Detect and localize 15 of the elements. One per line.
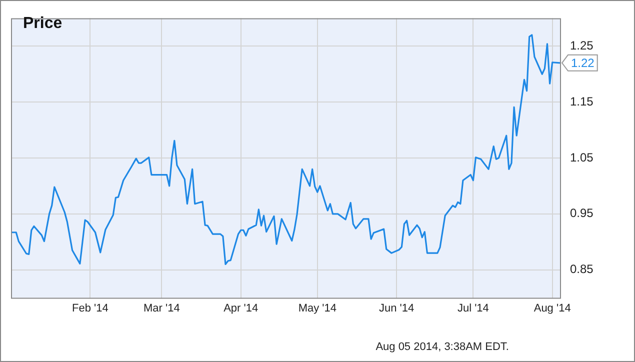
y-tick-label: 1.25 [570, 38, 594, 52]
y-tick-label: 1.15 [570, 94, 594, 108]
x-tick-label: Apr '14 [224, 302, 258, 314]
x-tick-label: Feb '14 [72, 302, 108, 314]
x-tick-label: Jun '14 [379, 302, 414, 314]
text: Aug 05 2014, 3:38AM EDT. [376, 341, 509, 353]
y-tick-label: 0.95 [570, 206, 594, 220]
y-tick-label: 1.05 [570, 150, 594, 164]
chart-title: Price [22, 14, 64, 34]
x-tick-label: May '14 [298, 302, 337, 314]
x-tick-label: Aug '14 [534, 302, 571, 314]
x-tick-label: Mar '14 [143, 302, 180, 314]
x-tick-label: Jul '14 [457, 302, 489, 314]
y-tick-label: 0.85 [570, 262, 594, 276]
data-label: 1.22 [571, 56, 595, 70]
